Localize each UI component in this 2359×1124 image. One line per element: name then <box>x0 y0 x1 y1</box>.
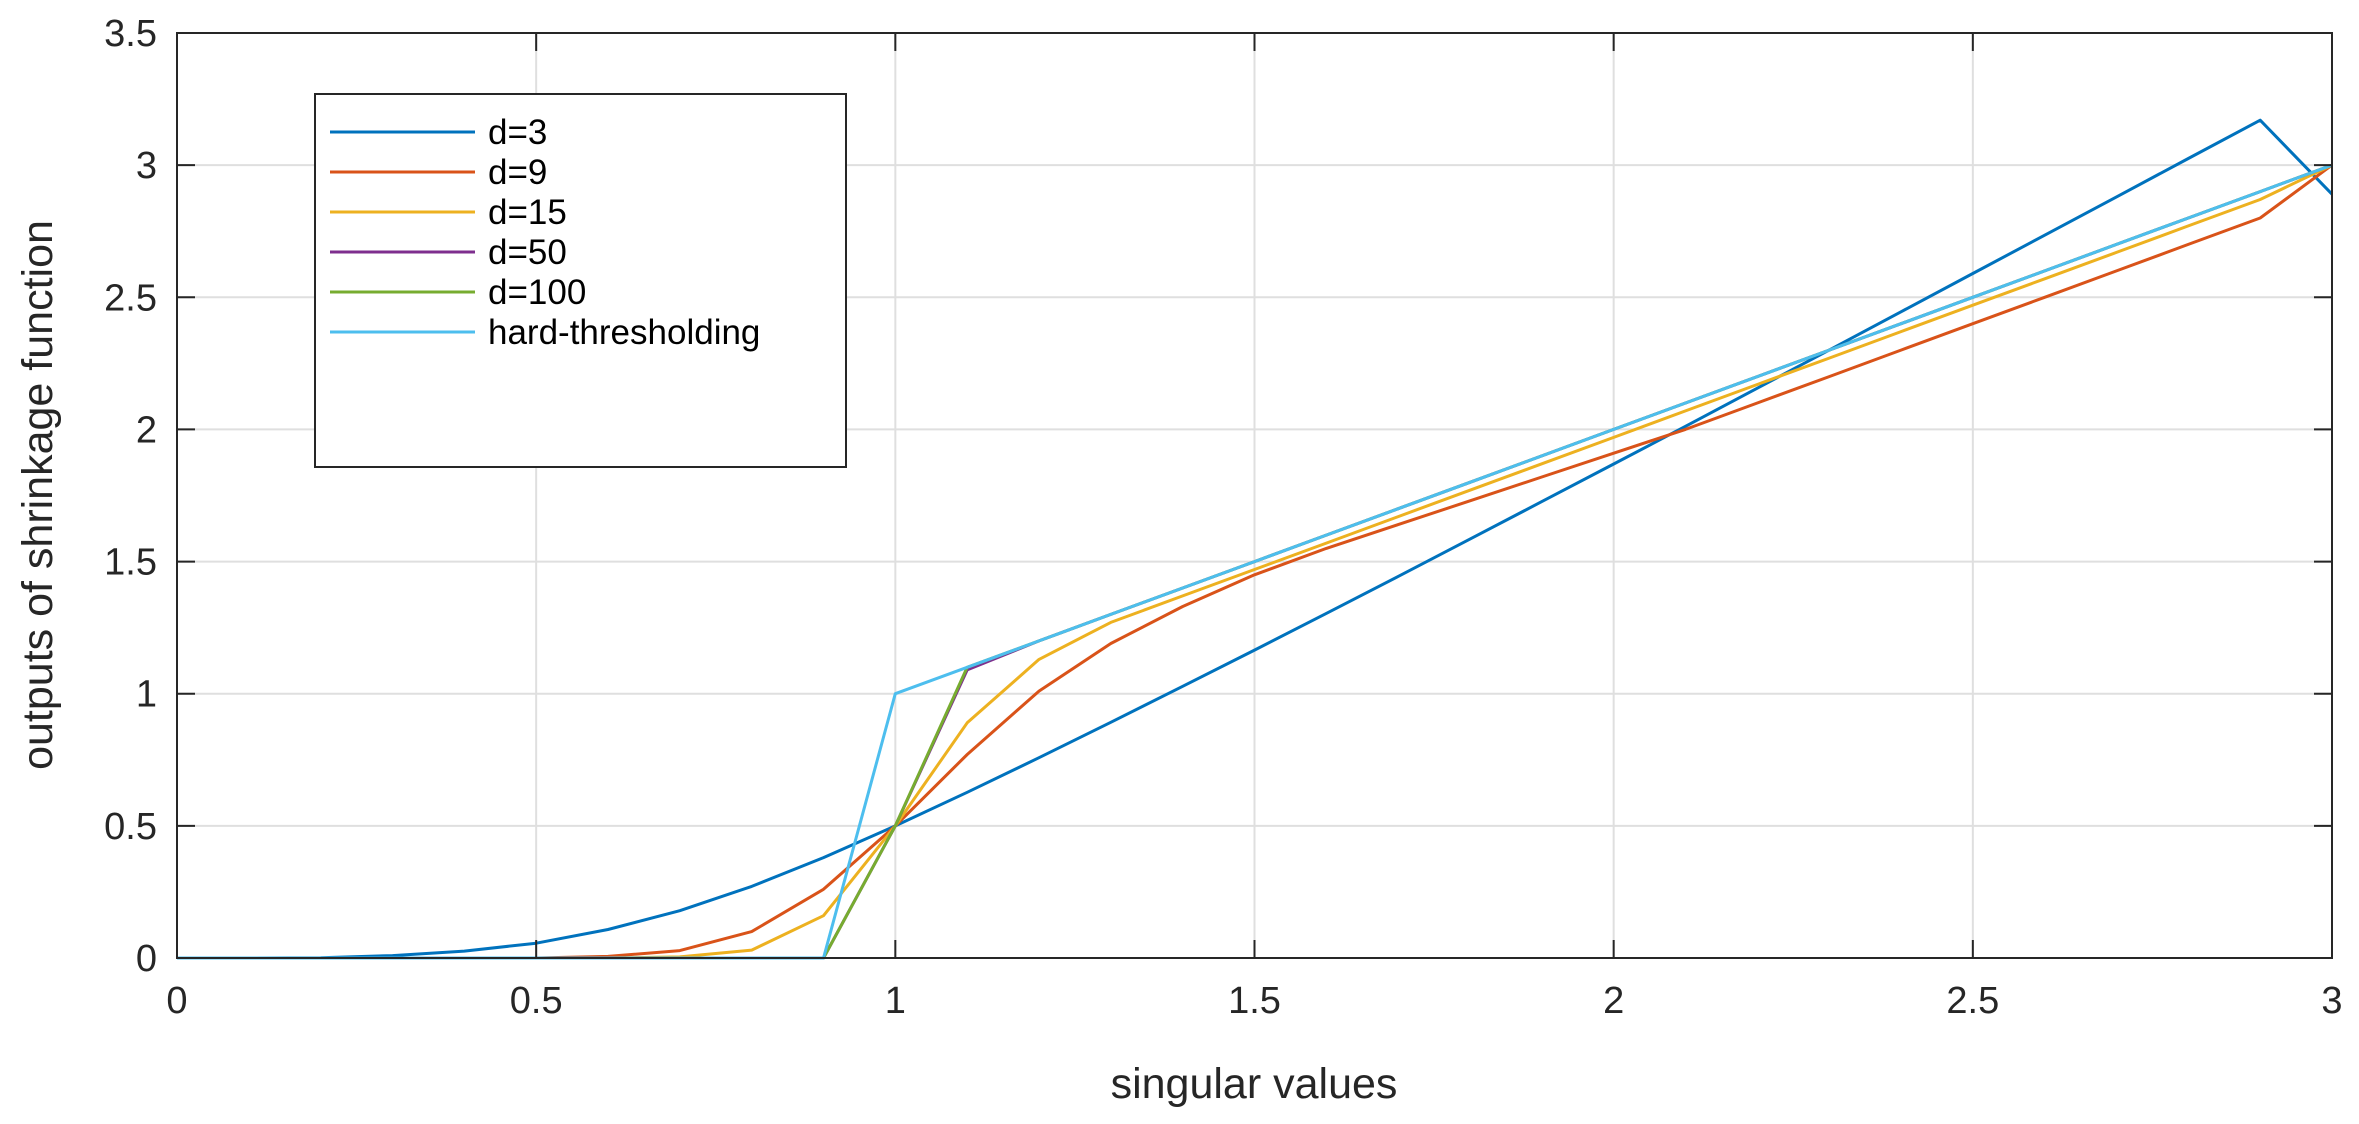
x-tick-label: 1.5 <box>1228 980 1281 1022</box>
x-tick-label: 2.5 <box>1946 980 1999 1022</box>
legend-label-d-100: d=100 <box>488 273 586 312</box>
y-tick-label: 3 <box>136 145 157 187</box>
legend-label-d-15: d=15 <box>488 193 567 232</box>
y-tick-label: 0.5 <box>104 806 157 848</box>
y-axis-label: outputs of shrinkage function <box>14 220 62 770</box>
y-tick-label: 0 <box>136 938 157 980</box>
legend-label-d-50: d=50 <box>488 233 567 272</box>
y-tick-label: 1 <box>136 674 157 716</box>
y-tick-labels: 0 0.5 1 1.5 2 2.5 3 3.5 <box>104 13 157 980</box>
x-tick-label: 1 <box>885 980 906 1022</box>
x-axis-label: singular values <box>1111 1060 1398 1108</box>
y-tick-label: 2 <box>136 409 157 451</box>
x-tick-label: 0.5 <box>510 980 563 1022</box>
legend-label-d-3: d=3 <box>488 113 547 152</box>
y-tick-label: 1.5 <box>104 542 157 584</box>
y-tick-label: 3.5 <box>104 13 157 55</box>
axis-ticks <box>176 32 2333 959</box>
legend-label-hard-thresholding: hard-thresholding <box>488 313 760 352</box>
legend-label-d-9: d=9 <box>488 153 547 192</box>
x-tick-label: 0 <box>166 980 187 1022</box>
x-tick-labels: 0 0.5 1 1.5 2 2.5 3 <box>166 980 2342 1022</box>
y-tick-label: 2.5 <box>104 277 157 319</box>
legend-box <box>314 93 847 468</box>
x-tick-label: 2 <box>1603 980 1624 1022</box>
x-tick-label: 3 <box>2321 980 2342 1022</box>
